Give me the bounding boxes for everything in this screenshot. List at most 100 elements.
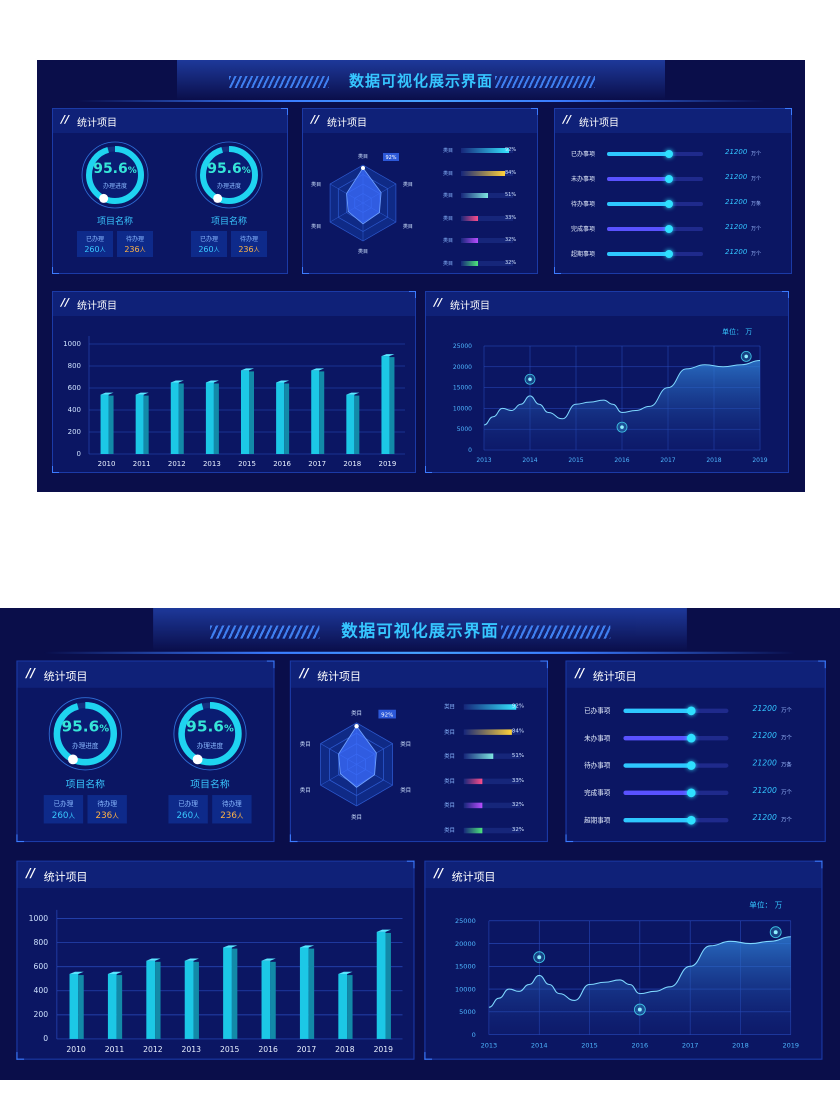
progress-value: 21200	[725, 223, 748, 231]
progress-track	[607, 250, 703, 258]
stat-value: 236人	[231, 245, 267, 254]
dashboard-preview-top: 数据可视化展示界面 // 统计项目 95.6% 办理进度 项目名称 已办理 260人 待办…	[37, 60, 805, 492]
progress-unit: 万个	[780, 816, 792, 824]
stat-box: 待办理 236人	[212, 795, 252, 824]
progress-label: 完成事项	[584, 789, 611, 798]
area-marker	[528, 377, 532, 382]
area-x-tick: 2018	[706, 457, 721, 464]
bar-side	[78, 975, 84, 1039]
bar-side	[155, 961, 161, 1039]
panel-title: 统计项目	[77, 301, 117, 312]
progress-fill	[623, 735, 692, 741]
gauge-value: 95.6%	[48, 718, 122, 736]
panel-header: // 统计项目	[425, 861, 822, 888]
bar-y-tick: 400	[34, 986, 49, 995]
gauge-number: 95.6	[61, 718, 100, 736]
bar-top	[205, 380, 219, 383]
bar	[184, 960, 194, 1039]
gauge-unit: %	[241, 166, 251, 176]
category-label: 类目	[444, 778, 456, 785]
panel-header: // 统计项目	[566, 661, 825, 688]
area-chart-panel: // 统计项目 0 5000 10000 15000 20000 25000 2013 201…	[425, 291, 789, 473]
progress-gauge: 95.6% 办理进度	[48, 697, 122, 771]
area-chart: 0 5000 10000 15000 20000 25000 2013 2014 2015 201…	[455, 900, 799, 1050]
bar	[311, 370, 320, 454]
bar-top	[100, 392, 114, 395]
radar-axis-label: 类目	[300, 786, 311, 794]
category-bar-fill	[461, 215, 479, 221]
bar-side	[178, 383, 184, 454]
stat-value: 236人	[88, 810, 127, 820]
panel-title: 统计项目	[43, 671, 88, 684]
slash-icon: //	[26, 665, 36, 681]
progress-fill	[623, 708, 692, 713]
radar-badge-text: 92%	[385, 155, 396, 161]
progress-value: 21200	[752, 731, 777, 741]
panel-title: 统计项目	[592, 671, 637, 684]
area-x-tick: 2015	[581, 1042, 598, 1050]
bar-x-tick: 2017	[297, 1045, 317, 1054]
category-bar-track	[461, 193, 513, 198]
slash-icon: //	[299, 665, 309, 681]
radar-axis-label: 类目	[400, 786, 411, 794]
unit-label: 单位： 万	[722, 327, 752, 336]
gauge-knob	[68, 754, 78, 765]
bar-side	[108, 395, 114, 454]
header-stripes-right	[500, 625, 611, 639]
progress-value: 21200	[725, 148, 748, 156]
stat-number: 236	[220, 810, 237, 821]
area-y-tick: 10000	[453, 405, 472, 412]
bar	[223, 947, 232, 1039]
category-bar-fill	[463, 827, 482, 833]
category-label: 类目	[444, 802, 456, 810]
progress-label: 未办事项	[571, 176, 596, 183]
progress-track	[607, 150, 703, 158]
progress-value: 21200	[752, 758, 777, 768]
progress-fill	[607, 227, 670, 231]
stat-unit: 人	[139, 247, 146, 254]
header-divider	[77, 100, 765, 102]
stat-unit: 人	[213, 247, 220, 254]
progress-fill	[607, 152, 670, 156]
bar-side	[389, 357, 395, 454]
progress-fill	[607, 252, 670, 256]
stat-label: 已办理	[53, 800, 74, 809]
gauge-label: 办理进度	[196, 742, 224, 751]
stat-box: 已办理 260人	[168, 795, 208, 824]
slash-icon: //	[311, 113, 320, 126]
dashboard-preview-bottom: 数据可视化展示界面 // 统计项目 95.6% 办理进度 项目名称 已办理 260人 待办…	[0, 608, 840, 1080]
panel-title: 统计项目	[77, 118, 117, 129]
bar-x-tick: 2019	[379, 460, 397, 468]
stat-number: 260	[84, 245, 100, 254]
progress-fill	[623, 790, 692, 796]
category-percent: 92%	[511, 703, 525, 710]
progress-value: 21200	[752, 704, 777, 713]
progress-gauge: 95.6% 办理进度	[81, 141, 149, 209]
category-bar-fill	[461, 260, 478, 266]
bar-side	[231, 948, 238, 1039]
gauge-number: 95.6	[93, 161, 128, 177]
progress-value: 21200	[725, 173, 748, 181]
bar-side	[308, 948, 315, 1039]
progress-label: 超期事项	[571, 251, 596, 258]
area-marker	[637, 1007, 642, 1012]
progress-panel: // 统计项目 已办事项 21200 万个 未办事项 21200 万个 待办事项 21200 万…	[554, 108, 792, 274]
progress-value: 21200	[752, 813, 777, 823]
area-x-tick: 2013	[481, 1042, 498, 1050]
bar-side	[385, 932, 391, 1039]
category-bar-track	[463, 753, 521, 759]
progress-knob	[665, 250, 674, 258]
progress-knob	[687, 761, 697, 770]
bar-chart-panel: // 统计项目 0 200 400 600 800 1000 2010 2011 2012 201…	[16, 860, 415, 1060]
bar-side	[284, 383, 290, 454]
gauge-outline	[173, 697, 247, 771]
bar-top	[184, 958, 199, 961]
gauge-fill	[200, 146, 258, 204]
stat-box: 待办理 236人	[231, 231, 267, 257]
progress-panel: // 统计项目 已办事项 21200 万个 未办事项 21200 万个 待办事项 21200 万…	[565, 660, 826, 843]
category-label: 类目	[444, 827, 456, 834]
area-marker	[773, 930, 778, 935]
area-x-tick: 2018	[732, 1042, 749, 1050]
